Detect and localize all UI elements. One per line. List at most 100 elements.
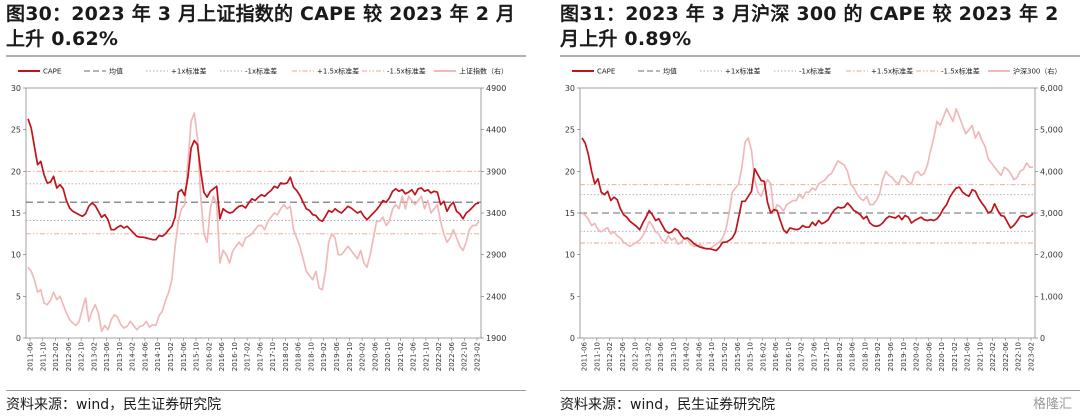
x-axis-tick-label: 2014-10 — [708, 342, 716, 371]
title-divider — [560, 55, 1080, 57]
left-axis-tick-label: 0 — [570, 334, 575, 343]
right-axis-tick-label: 1900 — [486, 334, 506, 343]
x-axis-tick-label: 2017-06 — [256, 341, 264, 371]
x-axis-tick-label: 2013-02 — [644, 342, 652, 371]
plot-frame — [25, 87, 482, 339]
x-axis-tick-label: 2012-06 — [65, 341, 73, 371]
x-axis-tick-label: 2014-10 — [154, 342, 162, 371]
x-axis-tick-label: 2015-02 — [167, 342, 175, 371]
legend-label: +1.5x标准差 — [317, 67, 359, 76]
x-axis-tick-label: 2021-02 — [397, 342, 405, 371]
left-axis-tick-label: 25 — [11, 126, 21, 135]
x-axis-tick-label: 2022-02 — [989, 342, 997, 371]
x-axis-tick-label: 2018-02 — [836, 342, 844, 371]
x-axis-tick-label: 2020-02 — [913, 342, 921, 371]
index-series-line — [27, 112, 480, 333]
cape-series-line — [581, 137, 1034, 252]
x-axis-tick-label: 2017-02 — [798, 342, 806, 371]
x-axis-tick-label: 2015-02 — [721, 342, 729, 371]
source-divider — [560, 390, 1080, 391]
x-axis-tick-label: 2015-06 — [734, 341, 742, 371]
legend-label: +1.5x标准差 — [871, 67, 913, 76]
right-axis-tick-label: 4400 — [486, 126, 506, 135]
x-axis-tick-label: 2014-06 — [141, 341, 149, 371]
x-axis-tick-label: 2019-06 — [333, 341, 341, 371]
left-axis-tick-label: 30 — [565, 84, 575, 93]
right-axis-tick-label: 2900 — [486, 251, 506, 260]
cape-chart-shanghai: 0 5 10 15 20 25 30 1900 2400 2900 3400 3900 4400 4900… — [11, 67, 508, 372]
x-axis-tick-label: 2023-02 — [474, 342, 482, 371]
x-axis-tick-label: 2011-06 — [581, 341, 589, 371]
right-axis-tick-label: 4900 — [486, 84, 506, 93]
chart-title: 图30：2023 年 3 月上证指数的 CAPE 较 2023 年 2 月上升 … — [6, 3, 516, 50]
x-axis-tick-label: 2014-06 — [695, 341, 703, 371]
x-axis-tick-label: 2021-06 — [964, 341, 972, 371]
x-axis-tick-label: 2022-06 — [448, 341, 456, 371]
x-axis-tick-label: 2019-06 — [887, 341, 895, 371]
x-axis-tick-label: 2017-10 — [269, 342, 277, 371]
right-axis-tick-label: 3400 — [486, 209, 506, 218]
x-axis-tick-label: 2020-10 — [384, 342, 392, 371]
x-axis-tick-label: 2016-06 — [772, 341, 780, 371]
cape-series-line — [27, 118, 480, 241]
legend-label: -1.5x标准差 — [387, 67, 426, 76]
x-axis-tick-label: 2012-02 — [52, 342, 60, 371]
x-axis-tick-label: 2018-10 — [861, 342, 869, 371]
legend-label: 均值 — [109, 67, 123, 76]
x-axis-tick-label: 2014-02 — [129, 342, 137, 371]
left-axis-tick-label: 0 — [16, 334, 21, 343]
x-axis-tick-label: 2019-10 — [346, 342, 354, 371]
x-axis-tick-label: 2020-02 — [359, 342, 367, 371]
legend-label: -1x标准差 — [245, 67, 277, 76]
x-axis-tick-label: 2016-02 — [759, 342, 767, 371]
x-axis-tick-label: 2014-02 — [683, 342, 691, 371]
x-axis-tick-label: 2017-02 — [244, 342, 252, 371]
x-axis-tick-label: 2021-06 — [410, 341, 418, 371]
cape-chart-csi300: 0 5 10 15 20 25 30 0 1,000 2,000 3,000 4,000 5,000 6,… — [565, 67, 1063, 372]
x-axis-tick-label: 2016-06 — [218, 341, 226, 371]
x-axis-tick-label: 2019-02 — [320, 342, 328, 371]
x-axis-tick-label: 2015-10 — [747, 342, 755, 371]
left-axis-tick-label: 30 — [11, 84, 21, 93]
left-axis-tick-label: 25 — [565, 126, 575, 135]
legend-label: 上证指数（右） — [459, 67, 508, 76]
x-axis-tick-label: 2020-06 — [925, 341, 933, 371]
source-divider — [6, 390, 526, 391]
left-axis-tick-label: 5 — [16, 292, 21, 301]
title-divider — [6, 55, 526, 57]
x-axis-tick-label: 2022-02 — [435, 342, 443, 371]
x-axis-tick-label: 2022-10 — [1015, 342, 1023, 371]
x-axis-tick-label: 2023-02 — [1028, 342, 1036, 371]
x-axis-tick-label: 2016-10 — [785, 342, 793, 371]
x-axis-tick-label: 2016-02 — [205, 342, 213, 371]
watermark-logo: 格隆汇 — [1032, 397, 1072, 412]
left-axis-tick-label: 10 — [11, 251, 21, 260]
legend-label: CAPE — [597, 68, 615, 76]
left-axis-tick-label: 5 — [570, 292, 575, 301]
source-note: 资料来源：wind，民生证券研究院 — [6, 397, 222, 413]
left-axis-tick-label: 10 — [565, 251, 575, 260]
x-axis-tick-label: 2020-10 — [938, 342, 946, 371]
index-series-line — [581, 107, 1033, 250]
left-axis-tick-label: 20 — [11, 167, 21, 176]
x-axis-tick-label: 2022-06 — [1002, 341, 1010, 371]
x-axis-tick-label: 2018-06 — [295, 341, 303, 371]
x-axis-tick-label: 2012-10 — [632, 342, 640, 371]
right-axis-tick-label: 0 — [1040, 334, 1045, 343]
x-axis-tick-label: 2011-10 — [39, 342, 47, 371]
x-axis-tick-label: 2015-06 — [180, 341, 188, 371]
x-axis-tick-label: 2020-06 — [371, 341, 379, 371]
right-axis-tick-label: 2400 — [486, 292, 506, 301]
right-axis-tick-label: 3,000 — [1040, 209, 1063, 218]
right-axis-tick-label: 3900 — [486, 167, 506, 176]
x-axis-tick-label: 2019-10 — [900, 342, 908, 371]
right-axis-tick-label: 4,000 — [1040, 167, 1063, 176]
x-axis-tick-label: 2013-02 — [90, 342, 98, 371]
legend-label: +1x标准差 — [171, 67, 206, 76]
legend-label: 均值 — [663, 67, 677, 76]
legend-label: +1x标准差 — [725, 67, 760, 76]
x-axis-tick-label: 2021-10 — [422, 342, 430, 371]
x-axis-tick-label: 2016-10 — [231, 342, 239, 371]
x-axis-tick-label: 2011-10 — [593, 342, 601, 371]
x-axis-tick-label: 2022-10 — [461, 342, 469, 371]
